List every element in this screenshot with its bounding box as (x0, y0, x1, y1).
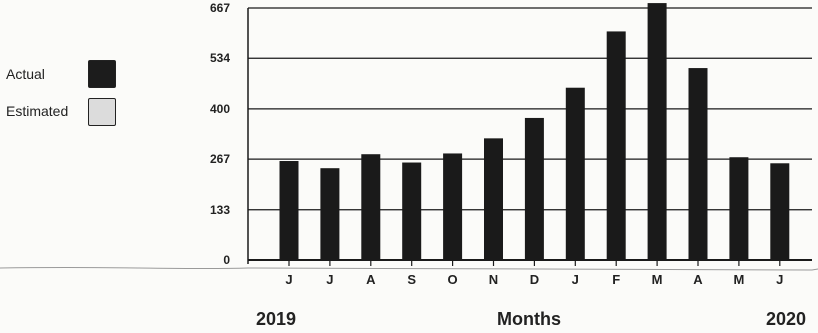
x-tick-label: A (366, 272, 376, 287)
x-tick-label: M (652, 272, 663, 287)
bar (647, 3, 667, 260)
y-tick-label: 534 (210, 51, 230, 65)
bar (606, 31, 626, 261)
legend-swatch-estimated (88, 98, 116, 126)
bar (565, 87, 585, 260)
bar (402, 162, 422, 260)
y-tick-label: 133 (210, 203, 230, 217)
bar (729, 157, 749, 260)
page-edge-line (0, 266, 818, 271)
y-tick-label: 0 (223, 253, 230, 267)
bar (770, 163, 790, 260)
bar (688, 68, 708, 260)
legend-swatch-actual (88, 60, 116, 88)
x-tick-label: S (407, 272, 416, 287)
x-axis-title: Months (497, 309, 561, 329)
x-tick-label: N (489, 272, 498, 287)
y-tick-label: 667 (210, 1, 230, 15)
x-tick-label: O (448, 272, 458, 287)
y-tick-label: 267 (210, 152, 230, 166)
y-tick-label: 400 (210, 102, 230, 116)
x-tick-label: J (776, 272, 783, 287)
end-year-label: 2020 (766, 309, 807, 329)
bar (443, 153, 463, 260)
bar (279, 161, 299, 260)
legend-label-actual: Actual (6, 66, 45, 82)
bar (320, 168, 340, 260)
x-tick-label: F (612, 272, 620, 287)
x-tick-label: D (530, 272, 539, 287)
x-tick-label: A (693, 272, 703, 287)
x-tick-label: J (285, 272, 292, 287)
x-tick-label: M (733, 272, 744, 287)
x-tick-label: J (572, 272, 579, 287)
legend-label-estimated: Estimated (6, 103, 69, 119)
bar (484, 138, 503, 260)
bar (361, 154, 381, 260)
x-tick-label: J (326, 272, 333, 287)
start-year-label: 2019 (256, 309, 297, 329)
bar (524, 117, 544, 261)
